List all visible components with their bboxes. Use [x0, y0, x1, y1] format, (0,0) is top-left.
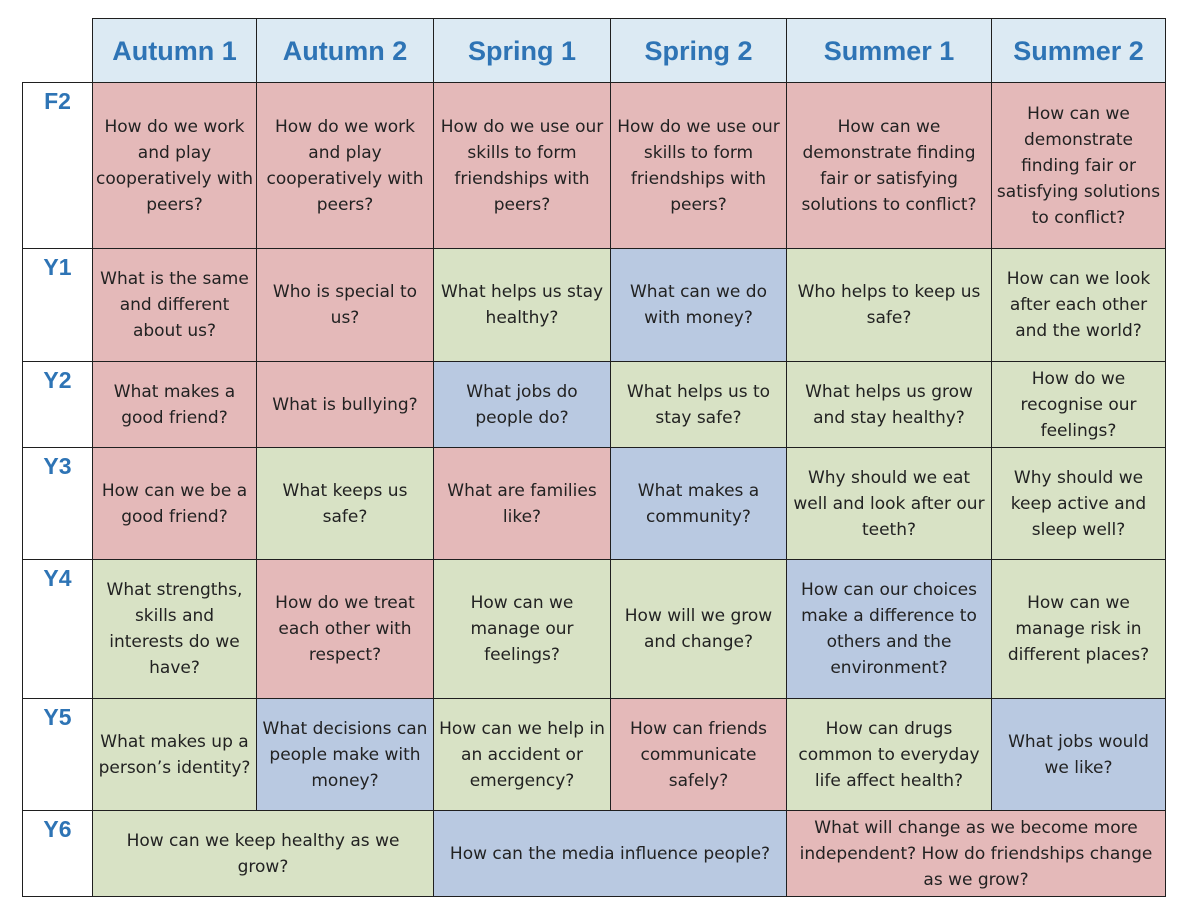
topic-cell: What jobs would we like? — [991, 698, 1166, 811]
topic-cell: Who is special to us? — [256, 248, 434, 362]
header-spring-1: Spring 1 — [433, 18, 611, 83]
year-label: Y6 — [22, 810, 93, 897]
topic-cell: What helps us grow and stay healthy? — [786, 361, 992, 448]
topic-cell: What makes up a person’s identity? — [92, 698, 257, 811]
topic-cell: How do we work and play cooperatively wi… — [92, 82, 257, 249]
topic-cell: Who helps to keep us safe? — [786, 248, 992, 362]
topic-cell: What jobs do people do? — [433, 361, 611, 448]
row-y5: Y5 What makes up a person’s identity? Wh… — [22, 698, 1166, 811]
year-label: Y2 — [22, 361, 93, 448]
topic-cell: What is bullying? — [256, 361, 434, 448]
header-autumn-1: Autumn 1 — [92, 18, 257, 83]
topic-cell: How can we demonstrate finding fair or s… — [786, 82, 992, 249]
topic-cell: Why should we keep active and sleep well… — [991, 447, 1166, 560]
row-y4: Y4 What strengths, skills and interests … — [22, 559, 1166, 699]
topic-cell: What is the same and different about us? — [92, 248, 257, 362]
topic-cell: How do we treat each other with respect? — [256, 559, 434, 699]
header-spring-2: Spring 2 — [610, 18, 787, 83]
year-label: Y3 — [22, 447, 93, 560]
topic-cell: What can we do with money? — [610, 248, 787, 362]
topic-cell: How will we grow and change? — [610, 559, 787, 699]
topic-cell: How do we use our skills to form friends… — [610, 82, 787, 249]
year-label: F2 — [22, 82, 93, 249]
topic-cell: How can we be a good friend? — [92, 447, 257, 560]
topic-cell: What are families like? — [433, 447, 611, 560]
topic-cell: What helps us stay healthy? — [433, 248, 611, 362]
topic-cell: How can we demonstrate finding fair or s… — [991, 82, 1166, 249]
corner-cell — [22, 18, 93, 83]
topic-cell: How can we manage risk in different plac… — [991, 559, 1166, 699]
header-row: Autumn 1 Autumn 2 Spring 1 Spring 2 Summ… — [22, 18, 1166, 83]
row-y2: Y2 What makes a good friend? What is bul… — [22, 361, 1166, 448]
topic-cell: How can we help in an accident or emerge… — [433, 698, 611, 811]
topic-cell: What decisions can people make with mone… — [256, 698, 434, 811]
header-summer-2: Summer 2 — [991, 18, 1166, 83]
topic-cell: How can drugs common to everyday life af… — [786, 698, 992, 811]
topic-cell: How can we look after each other and the… — [991, 248, 1166, 362]
topic-cell: How do we work and play cooperatively wi… — [256, 82, 434, 249]
topic-cell: How can we keep healthy as we grow? — [92, 810, 434, 897]
topic-cell: How can the media influence people? — [433, 810, 787, 897]
row-f2: F2 How do we work and play cooperatively… — [22, 82, 1166, 249]
row-y3: Y3 How can we be a good friend? What kee… — [22, 447, 1166, 560]
year-label: Y4 — [22, 559, 93, 699]
topic-cell: What strengths, skills and interests do … — [92, 559, 257, 699]
header-summer-1: Summer 1 — [786, 18, 992, 83]
curriculum-grid: Autumn 1 Autumn 2 Spring 1 Spring 2 Summ… — [22, 18, 1166, 897]
row-y6: Y6 How can we keep healthy as we grow? H… — [22, 810, 1166, 897]
topic-cell: What makes a good friend? — [92, 361, 257, 448]
topic-cell: How do we use our skills to form friends… — [433, 82, 611, 249]
topic-cell: What makes a community? — [610, 447, 787, 560]
topic-cell: How can friends communicate safely? — [610, 698, 787, 811]
topic-cell: How do we recognise our feelings? — [991, 361, 1166, 448]
year-label: Y5 — [22, 698, 93, 811]
header-autumn-2: Autumn 2 — [256, 18, 434, 83]
row-y1: Y1 What is the same and different about … — [22, 248, 1166, 362]
topic-cell: Why should we eat well and look after ou… — [786, 447, 992, 560]
topic-cell: What helps us to stay safe? — [610, 361, 787, 448]
topic-cell: How can we manage our feelings? — [433, 559, 611, 699]
topic-cell: What will change as we become more indep… — [786, 810, 1166, 897]
year-label: Y1 — [22, 248, 93, 362]
topic-cell: What keeps us safe? — [256, 447, 434, 560]
topic-cell: How can our choices make a difference to… — [786, 559, 992, 699]
